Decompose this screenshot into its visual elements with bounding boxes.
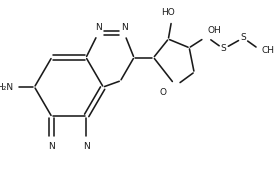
Text: N: N — [83, 142, 89, 151]
Text: N: N — [48, 142, 55, 151]
Text: OH: OH — [208, 26, 221, 35]
Text: O: O — [160, 88, 167, 97]
Text: N: N — [121, 23, 127, 32]
Text: S: S — [240, 33, 246, 42]
Text: CH₃: CH₃ — [261, 46, 274, 55]
Text: H₂N: H₂N — [0, 82, 13, 92]
Text: N: N — [95, 23, 102, 32]
Text: S: S — [221, 44, 227, 53]
Text: HO: HO — [161, 8, 175, 17]
